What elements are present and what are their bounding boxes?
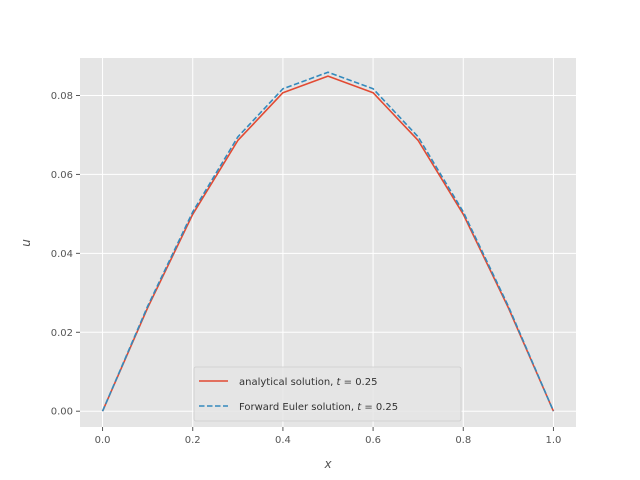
- x-tick-label: 0.8: [455, 435, 471, 446]
- y-tick-label: 0.04: [51, 249, 73, 260]
- y-axis-label: u: [19, 239, 33, 247]
- series-line-1: [101, 75, 555, 412]
- legend: analytical solution, t = 0.25 Forward Eul…: [193, 366, 462, 422]
- legend-label-2: Forward Euler solution, t = 0.25: [239, 402, 398, 413]
- series-line-2: [101, 71, 555, 412]
- series-lines: [101, 71, 555, 412]
- y-tick-label: 0.00: [51, 407, 73, 418]
- y-tick-label: 0.08: [51, 91, 73, 102]
- plot-area: [80, 58, 576, 427]
- x-axis-label: x: [323, 457, 332, 471]
- y-axis-ticks: 0.00 0.02 0.04 0.06 0.08: [51, 91, 80, 418]
- x-tick-label: 0.6: [365, 435, 381, 446]
- y-tick-label: 0.02: [51, 328, 73, 339]
- x-axis-ticks: 0.0 0.2 0.4 0.6 0.8 1.0: [95, 427, 562, 446]
- y-tick-label: 0.06: [51, 170, 73, 181]
- x-tick-label: 1.0: [546, 435, 562, 446]
- x-tick-label: 0.0: [95, 435, 111, 446]
- x-tick-label: 0.4: [275, 435, 291, 446]
- legend-label-1: analytical solution, t = 0.25: [239, 377, 377, 388]
- x-tick-label: 0.2: [185, 435, 201, 446]
- legend-box: [193, 366, 462, 422]
